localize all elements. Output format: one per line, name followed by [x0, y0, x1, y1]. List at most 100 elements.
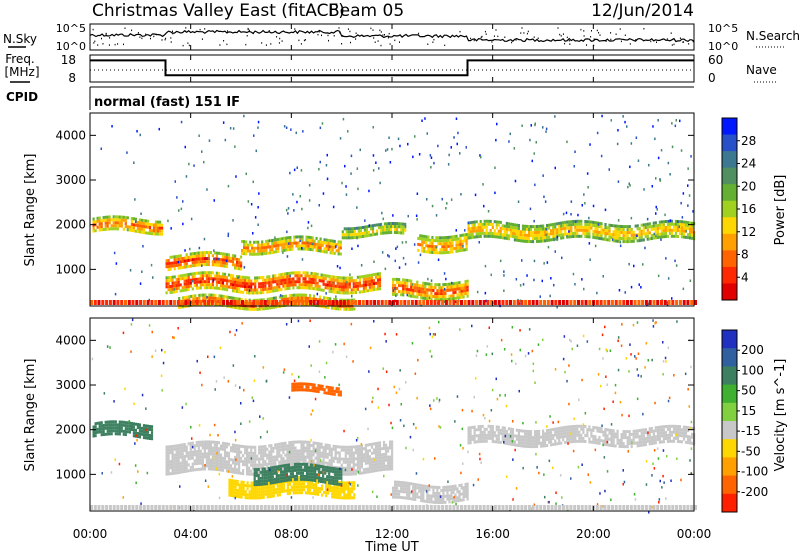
power-point [581, 204, 583, 207]
power-cell [246, 282, 249, 286]
velocity-cell [326, 443, 329, 447]
velocity-cell [333, 492, 336, 496]
velocity-cell [246, 496, 249, 500]
power-cell [171, 287, 174, 291]
velocity-cell [348, 448, 351, 452]
power-cell [165, 262, 168, 266]
velocity-cell [302, 446, 305, 450]
power-cell [437, 239, 440, 243]
noise-search-point [339, 31, 341, 34]
power-point [375, 161, 377, 164]
noise-search-point [374, 41, 376, 43]
velocity-cell [378, 462, 382, 466]
power-cell [622, 240, 625, 244]
velocity-cell [282, 483, 285, 487]
velocity-cell [356, 454, 359, 458]
power-cell [392, 225, 395, 228]
power-cell [197, 263, 200, 267]
power-cell [288, 277, 291, 281]
power-cell [427, 238, 430, 242]
power-cell [236, 290, 239, 293]
velocity-cell [300, 488, 304, 492]
velocity-cell [227, 466, 231, 470]
power-cell [404, 228, 407, 232]
velocity-cell [106, 429, 109, 433]
velocity-cell [246, 463, 249, 467]
power-cell [646, 234, 649, 238]
power-cell [258, 282, 261, 286]
noise-search-point [347, 28, 349, 30]
power-cell [477, 229, 480, 233]
velocity-cell [148, 428, 152, 431]
power-cell [207, 254, 210, 258]
power-ground-cell [626, 300, 629, 305]
power-cell [479, 232, 482, 235]
velocity-cell [263, 479, 266, 483]
velocity-cell [334, 482, 337, 486]
power-cell [594, 224, 597, 228]
velocity-cell [293, 468, 297, 472]
power-point [316, 292, 319, 296]
velocity-cell [234, 461, 237, 465]
velocity-cell [352, 472, 355, 476]
velocity-cell [301, 477, 305, 481]
power-cell [650, 225, 653, 228]
power-ground-cell [524, 300, 528, 305]
power-cell [462, 286, 465, 290]
power-cell [618, 224, 621, 228]
power-cell [260, 276, 263, 280]
velocity-cell [116, 426, 119, 430]
velocity-cell [316, 457, 319, 460]
velocity-cell [320, 442, 323, 446]
velocity-cell [298, 452, 301, 456]
velocity-cell [290, 443, 293, 447]
power-point [654, 137, 656, 141]
power-cell [284, 275, 287, 279]
velocity-cell [203, 452, 206, 456]
velocity-cell [250, 445, 253, 449]
power-cell [120, 224, 123, 228]
velocity-cell [252, 493, 255, 497]
power-cell [338, 288, 341, 292]
velocity-cell [308, 446, 311, 450]
power-cell [348, 276, 351, 280]
velocity-cell [165, 463, 168, 467]
velocity-cell [110, 432, 113, 436]
velocity-cell [209, 458, 212, 462]
velocity-cell [387, 446, 390, 450]
power-cell [538, 233, 541, 237]
velocity-cell [326, 478, 329, 482]
power-cell [313, 303, 316, 307]
power-cell [167, 285, 170, 289]
velocity-cell [278, 454, 281, 458]
power-cell [227, 256, 231, 260]
velocity-cell [183, 458, 186, 461]
velocity-cell [323, 391, 326, 395]
velocity-cell [104, 432, 107, 436]
velocity-cell [272, 494, 275, 498]
power-cell [626, 231, 629, 235]
power-cell [362, 289, 365, 293]
velocity-cell [316, 445, 319, 448]
power-cell [349, 298, 352, 302]
power-cell [322, 288, 325, 292]
power-cell [366, 280, 369, 284]
velocity-cell [262, 445, 265, 449]
power-cell [600, 237, 603, 241]
velocity-cell [173, 465, 176, 469]
power-cell [346, 291, 349, 295]
velocity-cell [319, 490, 322, 494]
velocity-cell [350, 457, 353, 461]
power-point [381, 211, 383, 215]
power-cell [406, 278, 409, 282]
power-cell [662, 229, 665, 233]
power-cell [546, 239, 549, 242]
power-cell [544, 230, 547, 234]
power-cell [687, 227, 690, 231]
power-point [307, 241, 309, 244]
power-cell [187, 288, 190, 291]
power-cell [338, 279, 341, 283]
power-cell [618, 227, 621, 231]
power-cell [246, 276, 249, 280]
power-point [388, 136, 390, 139]
